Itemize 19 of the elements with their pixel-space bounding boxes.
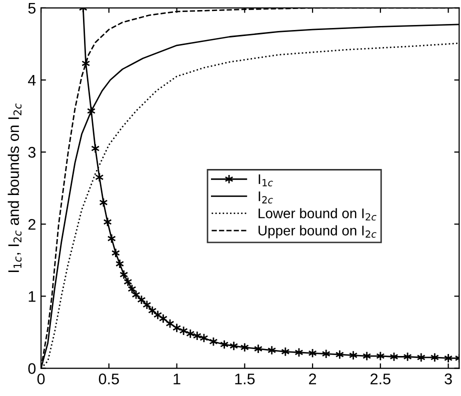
y-axis-title: I$_{1c}$, I$_{2c}$ and bounds on I$_{2c}$ <box>8 103 22 272</box>
legend-label: Lower bound on I$_{2c}$ <box>258 208 376 221</box>
legend-label: I$_{2c}$ <box>258 192 273 204</box>
x-tick-label: 2 <box>309 374 316 384</box>
x-tick-label: 1.5 <box>235 374 255 384</box>
y-tick-label: 2 <box>28 219 36 230</box>
legend-label: I$_{1c}$ <box>258 174 273 186</box>
x-tick-label: 0 <box>37 374 45 384</box>
y-tick-label: 0 <box>28 363 36 374</box>
x-tick-label: 2.5 <box>370 374 390 384</box>
legend-label: Upper bound on I$_{2c}$ <box>258 225 376 238</box>
x-tick-label: 0.5 <box>98 374 119 384</box>
y-tick-label: 1 <box>28 291 36 302</box>
y-tick-label: 5 <box>28 2 36 14</box>
y-tick-label: 4 <box>28 75 36 86</box>
x-tick-label: 3 <box>444 374 452 384</box>
y-tick-label: 3 <box>28 146 36 158</box>
point <box>124 276 132 287</box>
x-tick-label: 1 <box>174 374 180 384</box>
